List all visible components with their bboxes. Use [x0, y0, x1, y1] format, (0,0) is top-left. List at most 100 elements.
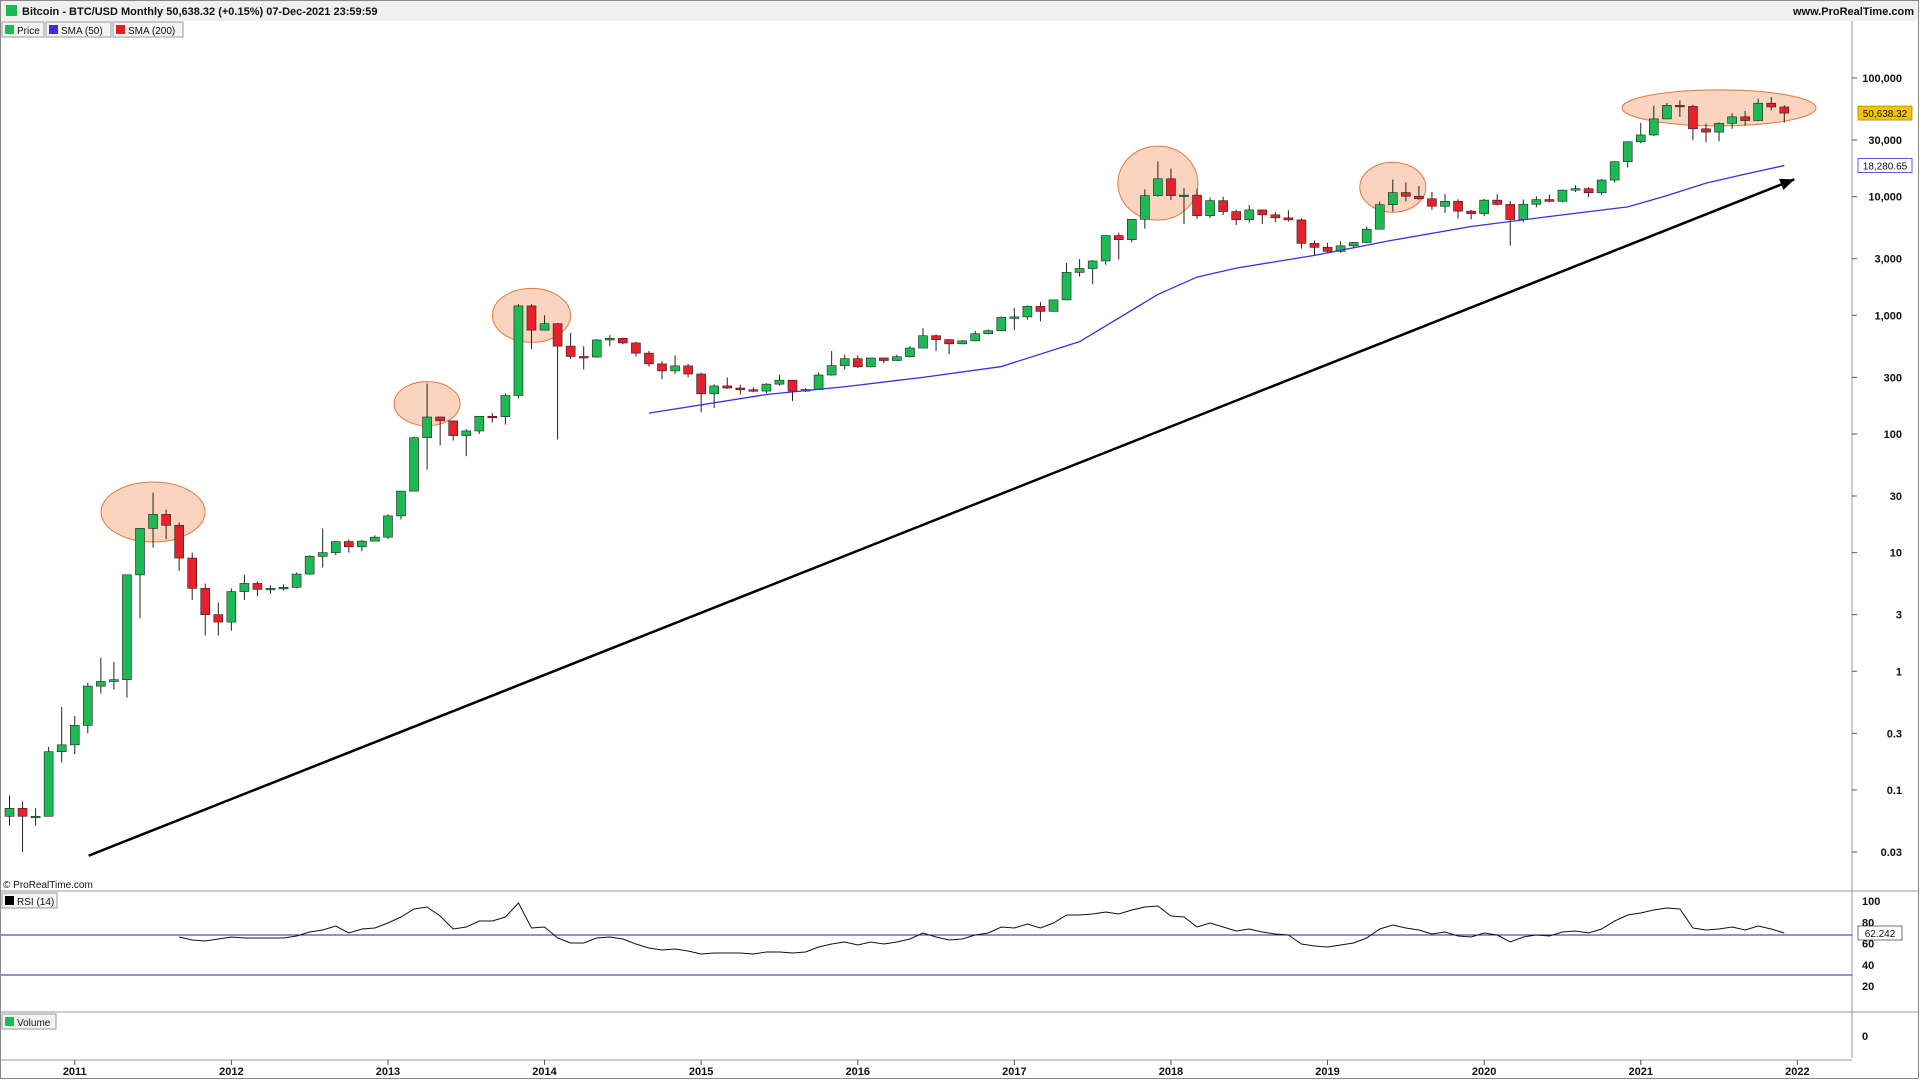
time-axis-tick-label: 2012 — [219, 1066, 243, 1078]
candle-body — [161, 514, 171, 526]
candle-body — [1179, 194, 1189, 197]
time-axis-tick-label: 2014 — [532, 1066, 557, 1078]
candle-body — [1335, 245, 1346, 252]
legend-sma200-label: SMA (200) — [128, 26, 175, 37]
candle-body — [1414, 195, 1424, 200]
legend-sma50[interactable] — [45, 21, 112, 38]
candle-body — [4, 808, 15, 817]
time-axis-tick-label: 2021 — [1629, 1066, 1653, 1078]
volume-legend-swatch — [5, 1017, 14, 1026]
candle-body — [265, 588, 276, 591]
candle-body — [709, 385, 720, 395]
candle-body — [1727, 116, 1737, 124]
site-url[interactable]: www.ProRealTime.com — [1792, 6, 1914, 18]
candle-body — [1531, 199, 1542, 205]
candle-body — [474, 415, 485, 432]
candle-body — [1140, 195, 1150, 220]
candle-body — [1218, 200, 1228, 212]
candle-body — [944, 339, 954, 345]
candle-body — [852, 358, 863, 368]
watermark: © ProRealTime.com — [3, 880, 93, 891]
time-axis-tick-label: 2019 — [1315, 1066, 1339, 1078]
candle-body — [1518, 203, 1529, 220]
legend-sma200-swatch — [116, 25, 125, 34]
volume-axis-tick-0: 0 — [1862, 1031, 1868, 1043]
highlight-ellipses — [100, 89, 1817, 543]
candle-body — [657, 363, 667, 372]
price-axis-tick-label: 1,000 — [1874, 310, 1902, 322]
candle-body — [448, 420, 459, 436]
legend-price-label: Price — [17, 26, 40, 37]
candle-body — [252, 583, 263, 590]
candle-body — [1322, 247, 1333, 252]
trendline-line — [88, 178, 1795, 857]
price-axis-tick-label: 3 — [1896, 610, 1902, 622]
volume-panel: Volume 0 — [1, 1013, 1868, 1043]
candle-body — [1596, 179, 1607, 194]
time-axis: 2011 2012 2013 2014 2015 2016 2017 2018 2019 2020… — [63, 1060, 1810, 1078]
legend-sma200[interactable] — [112, 21, 184, 38]
candle-body — [1401, 192, 1411, 197]
candle-body — [1583, 188, 1594, 194]
candle-body — [1035, 306, 1046, 312]
candle-body — [30, 815, 41, 819]
volume-legend-label: Volume — [17, 1018, 51, 1029]
price-axis: 100,000 30,000 10,000 3,000 1,000 300 100 30 10 3… — [1852, 73, 1902, 859]
candle-body — [1127, 219, 1137, 240]
legend-sma50-swatch — [49, 25, 58, 34]
candle-body — [461, 430, 472, 436]
candle-body — [865, 357, 876, 368]
candle-body — [513, 305, 524, 396]
time-axis-tick-label: 2018 — [1159, 1066, 1183, 1078]
candle-body — [330, 541, 341, 553]
last-price-tag — [1857, 105, 1913, 121]
candle-body — [226, 591, 237, 623]
candle-body — [17, 808, 28, 817]
candle-body — [1622, 141, 1633, 163]
candle-body — [1087, 260, 1098, 269]
rsi-last-tag: 62.242 — [1857, 925, 1903, 941]
candle-body — [317, 552, 328, 557]
candle-body — [996, 316, 1007, 331]
candle-body — [644, 352, 654, 365]
candle-body — [618, 338, 628, 344]
candle-body — [370, 536, 380, 542]
candle-body — [905, 347, 915, 357]
legend: Price SMA (50) SMA (200) — [1, 21, 184, 38]
volume-legend[interactable] — [1, 1013, 57, 1030]
candle-body — [1466, 210, 1476, 214]
candle-body — [748, 389, 759, 392]
time-axis-tick-label: 2015 — [689, 1066, 713, 1078]
candle-body — [1479, 199, 1489, 214]
rsi-axis-tick-label: 60 — [1862, 939, 1874, 951]
candle-body — [1766, 102, 1777, 108]
candle-body — [879, 357, 889, 361]
rsi-line — [179, 902, 1785, 955]
candle-body — [174, 524, 184, 559]
candle-body — [787, 379, 798, 392]
candle-body — [109, 679, 119, 682]
candle-body — [122, 574, 132, 680]
candle-body — [1557, 189, 1568, 202]
sma50-line — [648, 164, 1785, 414]
rsi-axis-tick-label: 100 — [1862, 896, 1880, 908]
candle-body — [892, 356, 902, 361]
sma-last-tag — [1857, 158, 1913, 173]
time-axis-tick-label: 2013 — [376, 1066, 400, 1078]
candle-body — [396, 490, 406, 517]
bitcoin-icon — [6, 5, 17, 16]
candle-body — [918, 335, 928, 349]
candle-body — [409, 437, 419, 492]
candle-body — [200, 588, 211, 615]
rsi-legend[interactable] — [1, 892, 58, 909]
candle-body — [1309, 243, 1320, 248]
candle-body — [1544, 199, 1555, 202]
price-axis-tick-label: 0.03 — [1881, 847, 1902, 859]
candle-body — [1570, 188, 1581, 191]
time-axis-tick-label: 2011 — [63, 1066, 87, 1078]
candle-body — [1153, 178, 1163, 196]
candle-body — [1257, 209, 1268, 216]
price-tags: 50,638.32 18,280.65 — [1857, 105, 1913, 173]
